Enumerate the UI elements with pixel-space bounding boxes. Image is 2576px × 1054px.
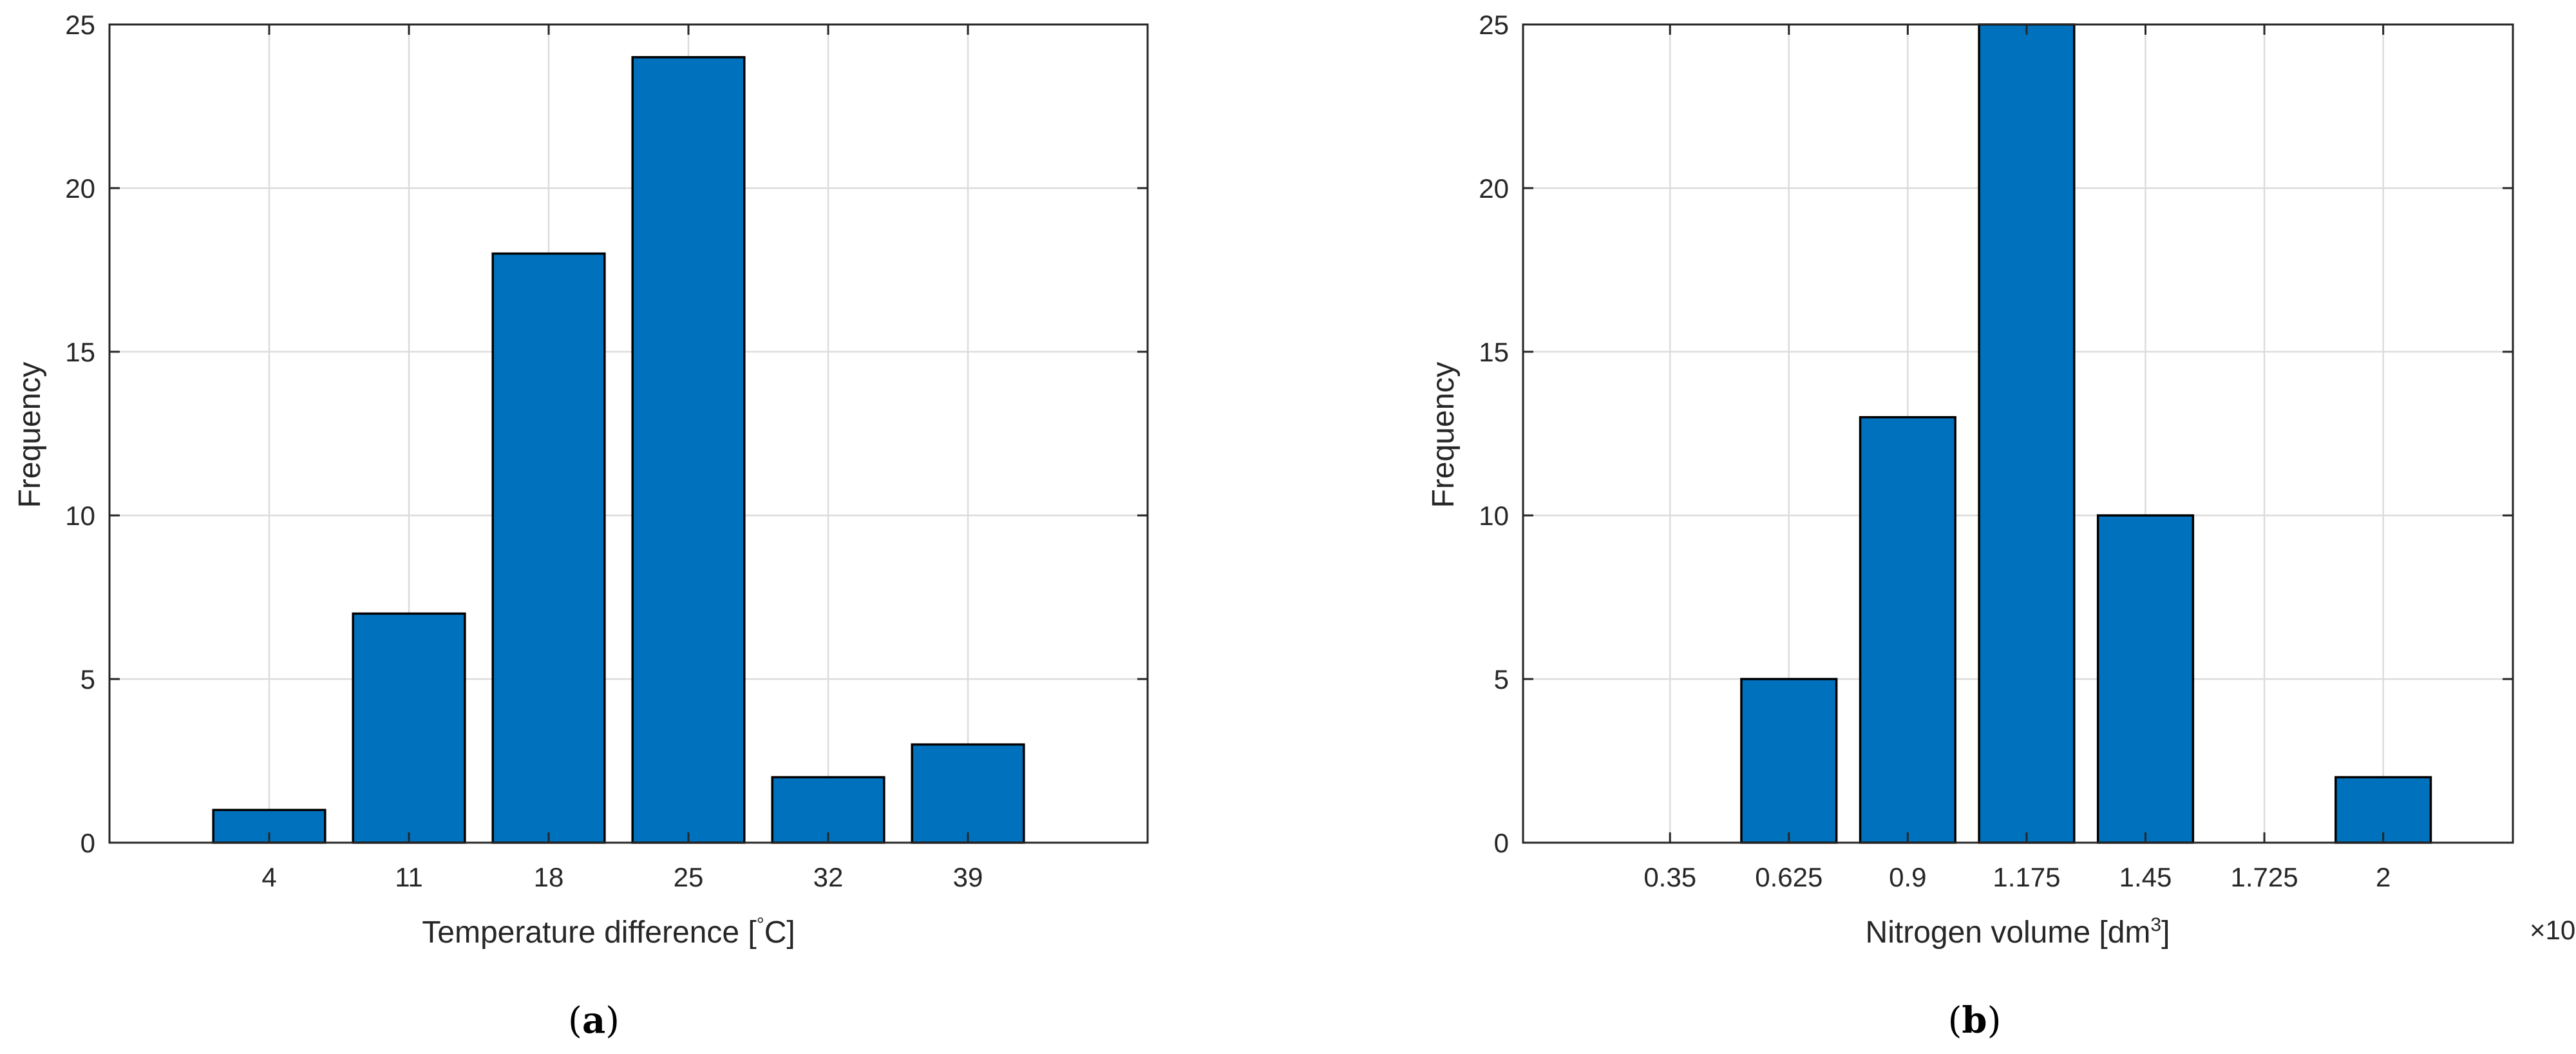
chart-b-bars bbox=[1740, 23, 2432, 844]
bar bbox=[1859, 416, 1956, 844]
chart-a-bars bbox=[212, 56, 1025, 844]
y-tick-label: 15 bbox=[1479, 337, 1509, 367]
chart-a-x-tick-labels: 4 11 18 25 32 39 bbox=[261, 862, 983, 892]
chart-a-ticks bbox=[109, 23, 1148, 844]
y-tick-label: 25 bbox=[1479, 10, 1509, 40]
y-tick-label: 20 bbox=[1479, 173, 1509, 204]
x-tick-label: 2 bbox=[2376, 862, 2391, 892]
x-tick-label: 1.175 bbox=[1993, 862, 2060, 892]
x-tick-label: 0.9 bbox=[1889, 862, 1926, 892]
x-tick-label: 25 bbox=[674, 862, 704, 892]
chart-a-panel-label: (a) bbox=[568, 999, 620, 1042]
y-tick-label: 10 bbox=[65, 501, 95, 531]
x-tick-label: 4 bbox=[261, 862, 276, 892]
x-tick-label: 1.45 bbox=[2119, 862, 2172, 892]
bar bbox=[771, 776, 886, 844]
x-tick-label: 18 bbox=[534, 862, 564, 892]
chart-a-temperature-histogram: 4 11 18 25 32 39 0 5 10 15 20 25 Temperature diffe… bbox=[13, 10, 1149, 1042]
chart-a-axes-box bbox=[108, 23, 1149, 844]
chart-b-y-tick-labels: 0 5 10 15 20 25 bbox=[1479, 10, 1509, 858]
y-tick-label: 5 bbox=[80, 664, 95, 695]
x-tick-label: 11 bbox=[395, 862, 423, 892]
chart-b-x-axis-label: Nitrogen volume [dm3] bbox=[1866, 914, 2170, 950]
chart-b-y-axis-label: Frequency bbox=[1426, 362, 1461, 508]
bar bbox=[911, 743, 1025, 844]
bar bbox=[631, 56, 746, 844]
y-tick-label: 0 bbox=[80, 828, 95, 858]
x-tick-label: 0.35 bbox=[1643, 862, 1696, 892]
chart-a-grid bbox=[109, 23, 1148, 844]
x-tick-label: 1.725 bbox=[2231, 862, 2298, 892]
chart-b-panel-label: (b) bbox=[1948, 999, 2002, 1042]
chart-a-y-axis-label: Frequency bbox=[13, 362, 47, 508]
chart-b-x-exponent-label: ×104 bbox=[2530, 910, 2576, 945]
y-tick-label: 0 bbox=[1494, 828, 1509, 858]
bar bbox=[2334, 776, 2432, 844]
x-tick-label: 32 bbox=[813, 862, 844, 892]
y-tick-label: 10 bbox=[1479, 501, 1509, 531]
chart-b-axes-box bbox=[1522, 23, 2514, 844]
bar bbox=[2096, 514, 2195, 844]
y-tick-label: 20 bbox=[65, 173, 95, 204]
bar bbox=[1740, 678, 1838, 844]
y-tick-label: 15 bbox=[65, 337, 95, 367]
chart-a-x-axis-label: Temperature difference [°C] bbox=[422, 914, 795, 950]
bar bbox=[491, 252, 606, 844]
chart-b-nitrogen-histogram: 0.35 0.625 0.9 1.175 1.45 1.725 2 0 5 10 15 20 25 N… bbox=[1426, 10, 2576, 1042]
x-tick-label: 0.625 bbox=[1755, 862, 1823, 892]
chart-a-y-tick-labels: 0 5 10 15 20 25 bbox=[65, 10, 95, 858]
bar bbox=[352, 612, 466, 844]
x-tick-label: 39 bbox=[953, 862, 983, 892]
bar bbox=[1978, 23, 2076, 844]
chart-b-x-tick-labels: 0.35 0.625 0.9 1.175 1.45 1.725 2 bbox=[1643, 862, 2391, 892]
y-tick-label: 5 bbox=[1494, 664, 1509, 695]
y-tick-label: 25 bbox=[65, 10, 95, 40]
